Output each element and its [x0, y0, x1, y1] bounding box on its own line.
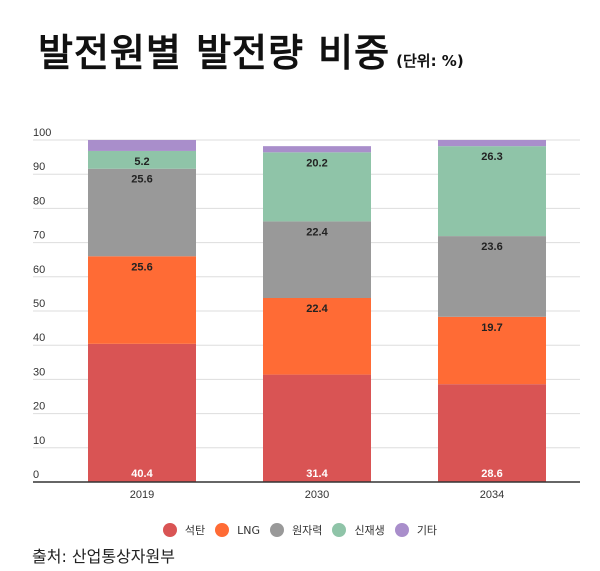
- legend-label: 기타: [416, 524, 438, 537]
- chart-title: 발전원별 발전량 비중 (단위: %): [38, 22, 464, 77]
- legend-label: LNG: [237, 523, 261, 537]
- data-label: 5.2: [134, 156, 149, 168]
- bar-segment: [438, 146, 546, 237]
- bar-segment: [438, 140, 546, 147]
- legend-label: 석탄: [184, 524, 206, 537]
- y-tick-label: 10: [33, 435, 45, 447]
- data-label: 19.7: [481, 322, 502, 334]
- x-tick-label: 2034: [480, 489, 504, 501]
- y-tick-label: 20: [33, 401, 45, 413]
- y-tick-label: 50: [33, 298, 45, 310]
- legend-item: LNG: [215, 523, 260, 537]
- legend-dot-icon: [215, 523, 230, 537]
- data-label: 20.2: [306, 157, 327, 169]
- bar-segment: [263, 374, 371, 482]
- legend-dot-icon: [332, 523, 347, 537]
- legend-item: 원자력: [270, 522, 322, 538]
- x-tick-label: 2019: [130, 489, 154, 501]
- bar-segment: [438, 384, 546, 482]
- legend-label: 원자력: [292, 524, 323, 537]
- legend: 석탄 LNG 원자력 신재생 기타: [0, 522, 600, 540]
- bar-segment: [438, 316, 546, 385]
- data-label: 23.6: [481, 241, 502, 253]
- bar-segment: [88, 150, 196, 169]
- source-note: 출처: 산업통상자원부: [32, 547, 175, 566]
- data-label: 31.4: [306, 468, 328, 480]
- bar-segment: [438, 236, 546, 317]
- y-tick-label: 90: [33, 161, 45, 173]
- y-tick-label: 30: [33, 366, 45, 378]
- data-label: 25.6: [131, 174, 152, 186]
- y-tick-label: 0: [33, 469, 39, 481]
- y-tick-label: 40: [33, 332, 45, 344]
- legend-dot-icon: [270, 523, 285, 537]
- y-tick-label: 60: [33, 264, 45, 276]
- legend-label: 신재생: [354, 524, 385, 537]
- data-label: 40.4: [131, 468, 153, 480]
- y-tick-label: 80: [33, 195, 45, 207]
- data-label: 26.3: [481, 151, 502, 163]
- stacked-bar-chart: 010203040506070809010040.425.625.65.2201…: [33, 127, 580, 501]
- legend-item: 석탄: [162, 522, 206, 538]
- unit-label: (단위: %): [396, 52, 464, 70]
- data-label: 22.4: [306, 303, 328, 315]
- bar-segment: [263, 152, 371, 222]
- legend-item: 기타: [394, 522, 438, 538]
- bar-segment: [263, 146, 371, 153]
- bar-segment: [88, 256, 196, 344]
- y-tick-label: 70: [33, 230, 45, 242]
- x-tick-label: 2030: [305, 489, 329, 501]
- bar-segment: [263, 298, 371, 375]
- data-label: 28.6: [481, 468, 502, 480]
- legend-item: 신재생: [332, 522, 385, 538]
- bar-segment: [88, 343, 196, 482]
- data-label: 22.4: [306, 226, 328, 238]
- bar-segment: [88, 140, 196, 151]
- bar-segment: [88, 168, 196, 257]
- legend-dot-icon: [162, 523, 177, 537]
- title-text: 발전원별 발전량 비중: [38, 31, 391, 75]
- bar-segment: [263, 221, 371, 299]
- data-label: 25.6: [131, 261, 152, 273]
- y-tick-label: 100: [33, 127, 51, 139]
- legend-dot-icon: [394, 523, 409, 537]
